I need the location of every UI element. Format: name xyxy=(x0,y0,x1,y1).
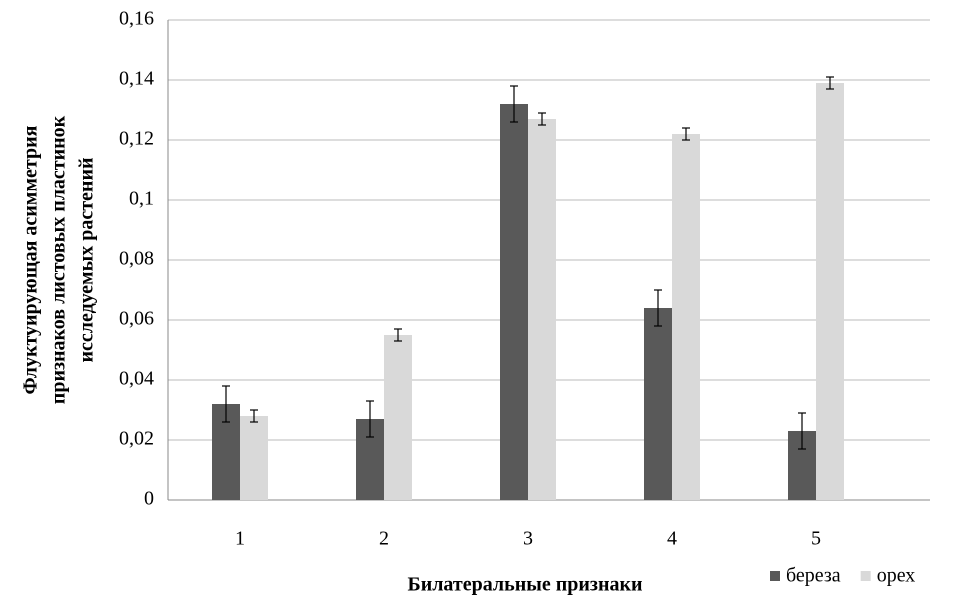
error-bar xyxy=(366,400,374,438)
y-axis-label-line: исследуемых растений xyxy=(76,158,98,363)
error-bar xyxy=(798,412,806,450)
x-tick-label: 3 xyxy=(523,528,533,550)
y-tick-label: 0,06 xyxy=(119,308,154,330)
legend-label: береза xyxy=(786,565,841,587)
y-tick-label: 0,1 xyxy=(129,188,154,210)
legend-swatch xyxy=(770,571,780,581)
y-tick-label: 0,08 xyxy=(119,248,154,270)
bar xyxy=(240,416,268,500)
bar xyxy=(384,335,412,500)
y-tick-label: 0 xyxy=(144,488,154,510)
x-axis-label: Билатеральные признаки xyxy=(407,574,642,596)
bar xyxy=(644,308,672,500)
y-tick-label: 0,14 xyxy=(119,68,154,90)
error-bar xyxy=(394,328,402,342)
y-tick-label: 0,12 xyxy=(119,128,154,150)
error-bar xyxy=(222,385,230,423)
error-bar xyxy=(538,112,546,126)
y-tick-label: 0,04 xyxy=(119,368,154,390)
legend-label: орех xyxy=(877,565,916,587)
x-tick-label: 2 xyxy=(379,528,389,550)
error-bar xyxy=(510,85,518,123)
y-axis-label-line: признаков листовых пластинок xyxy=(48,115,70,404)
bar xyxy=(672,134,700,500)
bar xyxy=(500,104,528,500)
y-axis-label-line: Флуктуирующая асимметрия xyxy=(20,125,42,394)
x-tick-label: 4 xyxy=(667,528,677,550)
x-tick-label: 5 xyxy=(811,528,821,550)
y-axis-label: Флуктуирующая асимметрия признаков листо… xyxy=(20,115,98,404)
error-bar xyxy=(826,76,834,90)
error-bar xyxy=(654,289,662,327)
legend-swatch xyxy=(860,571,871,581)
error-bar xyxy=(682,127,690,141)
error-bar xyxy=(250,409,258,423)
x-tick-label: 1 xyxy=(235,528,245,550)
bar xyxy=(816,83,844,500)
bar xyxy=(528,119,556,500)
y-tick-label: 0,02 xyxy=(119,428,154,450)
y-tick-label: 0,16 xyxy=(119,8,154,30)
